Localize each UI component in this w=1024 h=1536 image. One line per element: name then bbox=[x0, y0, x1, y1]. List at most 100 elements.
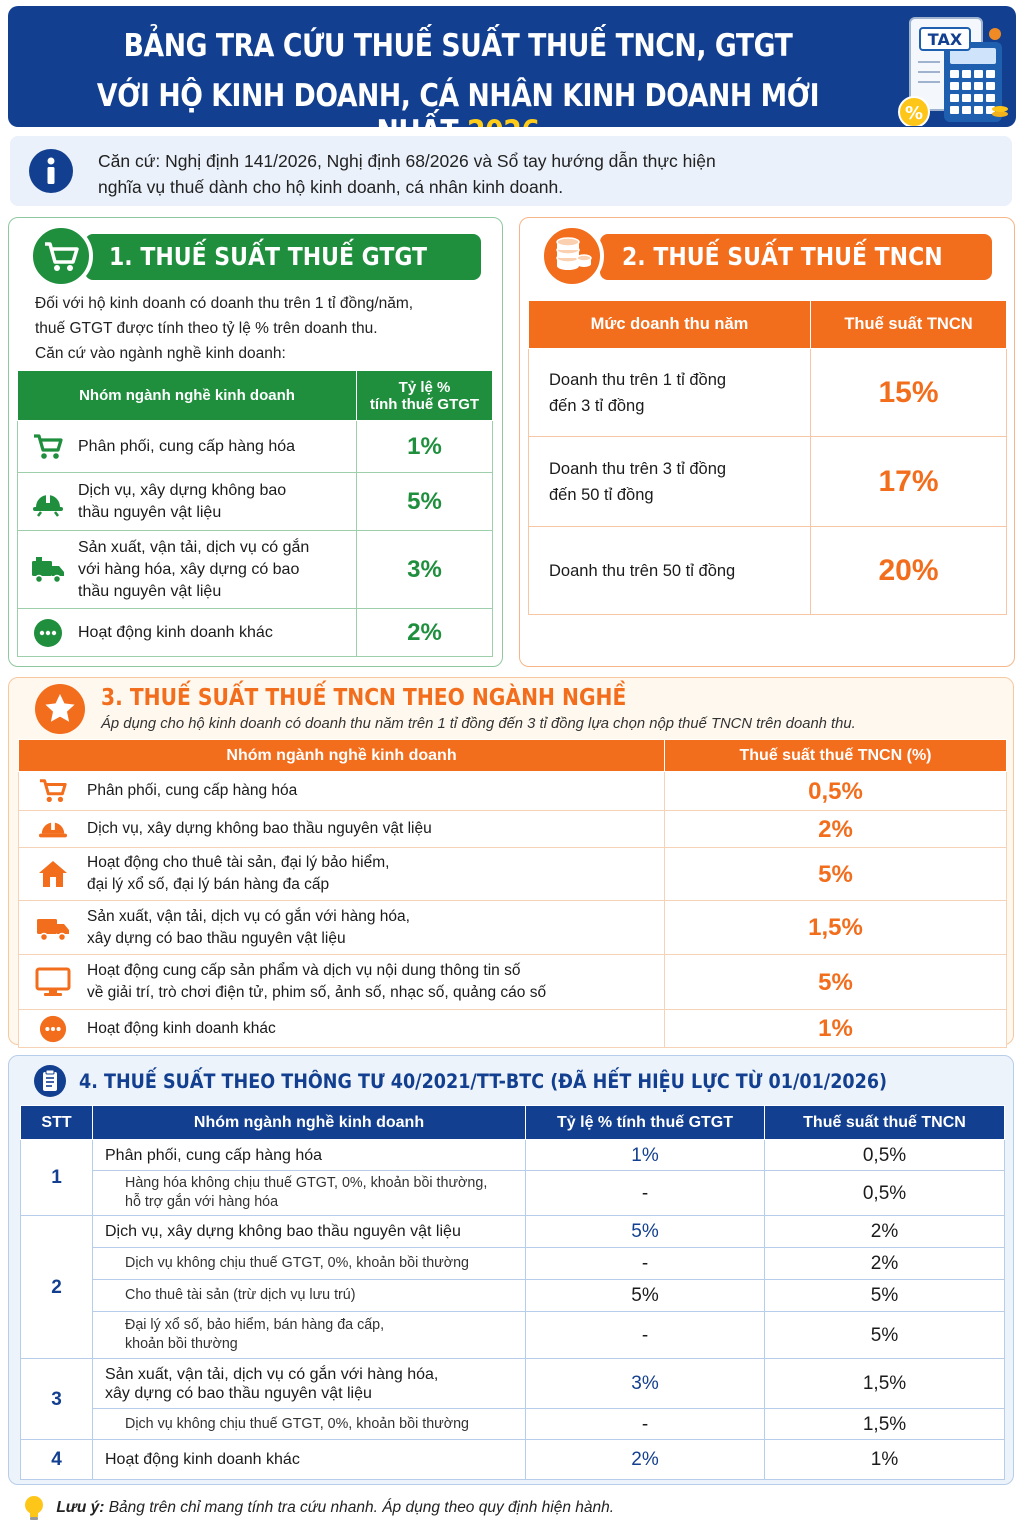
table-row: Hàng hóa không chịu thuế GTGT, 0%, khoản… bbox=[21, 1170, 1005, 1216]
table-row: Sản xuất, vận tải, dịch vụ có gắn với hàn… bbox=[17, 530, 493, 609]
row-group-main: Hoạt động kinh doanh khác bbox=[92, 1439, 526, 1480]
vat-intro-line3: Căn cứ vào ngành nghề kinh doanh: bbox=[35, 345, 286, 362]
section-pit-card: 2. THUẾ SUẤT THUẾ TNCN Mức doanh thu năm… bbox=[519, 217, 1015, 667]
helmet-icon bbox=[39, 820, 67, 838]
pit-col-revenue: Mức doanh thu năm bbox=[528, 300, 811, 349]
row-pit: 5% bbox=[764, 1279, 1005, 1312]
pit-row-label: Doanh thu trên 50 tỉ đồng bbox=[528, 526, 811, 615]
cart-icon bbox=[34, 433, 63, 459]
row-vat: 3% bbox=[525, 1358, 765, 1409]
row-group-sub: Hàng hóa không chịu thuế GTGT, 0%, khoản… bbox=[125, 1175, 488, 1191]
pit-industry-col-rate: Thuế suất thuế TNCN (%) bbox=[664, 739, 1007, 772]
page-header: BẢNG TRA CỨU THUẾ SUẤT THUẾ TNCN, GTGT V… bbox=[8, 6, 1016, 127]
vat-rate-value: 2% bbox=[356, 608, 493, 657]
row-stt: 1 bbox=[20, 1139, 93, 1216]
row-vat: 5% bbox=[525, 1215, 765, 1248]
row-vat: - bbox=[525, 1408, 765, 1440]
pit-industry-rate: 1% bbox=[664, 1009, 1007, 1048]
row-group-main: Phân phối, cung cấp hàng hóa bbox=[92, 1139, 526, 1171]
truck-icon bbox=[37, 918, 69, 941]
pit-rate-value: 20% bbox=[810, 526, 1007, 615]
section-circular-40-card: 4. THUẾ SUẤT THEO THÔNG TƯ 40/2021/TT-BT… bbox=[8, 1055, 1014, 1485]
row-stt: 3 bbox=[20, 1358, 93, 1440]
vat-intro-line1: Đối với hộ kinh doanh có doanh thu trên … bbox=[35, 295, 414, 312]
pit-industry-label: Hoạt động cung cấp sản phẩm và dịch vụ n… bbox=[87, 962, 521, 979]
circular-40-table: STT Nhóm ngành nghề kinh doanh Tỷ lệ % t… bbox=[20, 1105, 1005, 1480]
footnote-text: Bảng trên chỉ mang tính tra cứu nhanh. Á… bbox=[108, 1499, 615, 1517]
vat-rate-value: 5% bbox=[356, 472, 493, 531]
table-row: Hoạt động kinh doanh khác 1% bbox=[18, 1009, 1007, 1048]
pit-industry-label: Hoạt động kinh doanh khác bbox=[87, 1019, 276, 1037]
row-vat: - bbox=[525, 1170, 765, 1216]
col-pit: Thuế suất thuế TNCN bbox=[764, 1105, 1005, 1140]
svg-text:%: % bbox=[905, 103, 923, 124]
table-row: Cho thuê tài sản (trừ dịch vụ lưu trú) 5… bbox=[21, 1279, 1005, 1312]
pit-row-label: Doanh thu trên 1 tỉ đồng bbox=[549, 370, 727, 389]
tax-calculator-icon: TAX % bbox=[898, 17, 1008, 126]
pit-row-label: Doanh thu trên 3 tỉ đồng bbox=[549, 459, 727, 478]
row-vat: 5% bbox=[525, 1279, 765, 1312]
vat-row-label: Hoạt động kinh doanh khác bbox=[78, 623, 273, 641]
table-row: 1 Phân phối, cung cấp hàng hóa 1% 0,5% bbox=[20, 1139, 1005, 1216]
table-row: Doanh thu trên 1 tỉ đồng đến 3 tỉ đồng 15… bbox=[528, 348, 1007, 437]
legal-basis-box: Căn cứ: Nghị định 141/2026, Nghị định 68… bbox=[10, 136, 1012, 206]
pit-industry-rate: 1,5% bbox=[664, 900, 1007, 955]
pit-industry-rate: 2% bbox=[664, 810, 1007, 848]
vat-rate-value: 3% bbox=[356, 530, 493, 609]
row-group-main: Sản xuất, vận tải, dịch vụ có gắn với hà… bbox=[105, 1365, 439, 1383]
footnote: Lưu ý: Bảng trên chỉ mang tính tra cứu n… bbox=[22, 1494, 614, 1522]
vat-row-label: Phân phối, cung cấp hàng hóa bbox=[78, 437, 296, 455]
table-row: Đại lý xổ số, bảo hiểm, bán hàng đa cấp,… bbox=[21, 1311, 1005, 1359]
pit-col-rate: Thuế suất TNCN bbox=[810, 300, 1007, 349]
table-row: 2 Dịch vụ, xây dựng không bao thầu nguyê… bbox=[20, 1215, 1005, 1359]
coins-icon bbox=[540, 224, 604, 288]
vat-rate-table: Nhóm ngành nghề kinh doanh Tỷ lệ % tính t… bbox=[17, 370, 493, 657]
pit-industry-rate: 5% bbox=[664, 954, 1007, 1010]
table-row: Dịch vụ không chịu thuế GTGT, 0%, khoản … bbox=[21, 1408, 1005, 1440]
truck-icon bbox=[32, 556, 64, 583]
row-stt: 4 bbox=[20, 1439, 93, 1480]
row-pit: 0,5% bbox=[764, 1139, 1005, 1171]
helmet-icon bbox=[33, 492, 63, 517]
legal-basis-line2: nghĩa vụ thuế dành cho hộ kinh doanh, cá… bbox=[98, 177, 564, 197]
row-group-sub: Đại lý xổ số, bảo hiểm, bán hàng đa cấp, bbox=[125, 1317, 385, 1333]
title-year: 2026 bbox=[467, 114, 540, 127]
row-pit: 1,5% bbox=[764, 1358, 1005, 1409]
table-row: Dịch vụ, xây dựng không bao thầu nguyên … bbox=[18, 810, 1007, 848]
table-row: Phân phối, cung cấp hàng hóa 1% bbox=[17, 420, 493, 473]
section-pit-by-industry-subtitle: Áp dụng cho hộ kinh doanh có doanh thu n… bbox=[101, 716, 856, 732]
row-vat: - bbox=[525, 1247, 765, 1280]
table-row: Hoạt động cho thuê tài sản, đại lý bảo h… bbox=[18, 847, 1007, 901]
table-row: Sản xuất, vận tải, dịch vụ có gắn với hà… bbox=[18, 900, 1007, 955]
section-circular-40-title: 4. THUẾ SUẤT THEO THÔNG TƯ 40/2021/TT-BT… bbox=[79, 1070, 888, 1093]
lightbulb-icon bbox=[25, 1496, 43, 1520]
row-vat: 2% bbox=[525, 1439, 765, 1480]
row-pit: 2% bbox=[764, 1247, 1005, 1280]
row-vat: 1% bbox=[525, 1139, 765, 1171]
table-row: Dịch vụ, xây dựng không bao thầu nguyên v… bbox=[17, 472, 493, 531]
star-icon bbox=[35, 684, 85, 734]
more-icon bbox=[34, 618, 62, 647]
row-group-sub: Dịch vụ không chịu thuế GTGT, 0%, khoản … bbox=[92, 1247, 526, 1280]
row-pit: 0,5% bbox=[764, 1170, 1005, 1216]
table-row: 4 Hoạt động kinh doanh khác 2% 1% bbox=[20, 1439, 1005, 1480]
table-row: 3 Sản xuất, vận tải, dịch vụ có gắn với … bbox=[20, 1358, 1005, 1440]
vat-rate-value: 1% bbox=[356, 420, 493, 473]
row-pit: 2% bbox=[764, 1215, 1005, 1248]
info-icon bbox=[29, 149, 73, 193]
pit-industry-label: Hoạt động cho thuê tài sản, đại lý bảo h… bbox=[87, 854, 390, 871]
pit-industry-col-group: Nhóm ngành nghề kinh doanh bbox=[18, 739, 665, 772]
section-pit-by-industry-card: 3. THUẾ SUẤT THUẾ TNCN THEO NGÀNH NGHỀ Á… bbox=[8, 677, 1014, 1048]
section-vat-card: 1. THUẾ SUẤT THUẾ GTGT Đối với hộ kinh d… bbox=[8, 217, 503, 667]
row-vat: - bbox=[525, 1311, 765, 1359]
row-stt: 2 bbox=[20, 1215, 93, 1359]
vat-col-group: Nhóm ngành nghề kinh doanh bbox=[17, 370, 357, 421]
col-group: Nhóm ngành nghề kinh doanh bbox=[92, 1105, 526, 1140]
section-vat-title: 1. THUẾ SUẤT THUẾ GTGT bbox=[85, 234, 481, 280]
table-row: Hoạt động kinh doanh khác 2% bbox=[17, 608, 493, 657]
col-stt: STT bbox=[20, 1105, 93, 1140]
row-group-main: Dịch vụ, xây dựng không bao thầu nguyên … bbox=[92, 1215, 526, 1248]
row-group-sub: Dịch vụ không chịu thuế GTGT, 0%, khoản … bbox=[92, 1408, 526, 1440]
page-title-line2: VỚI HỘ KINH DOANH, CÁ NHÂN KINH DOANH MỚ… bbox=[71, 78, 845, 127]
house-icon bbox=[39, 861, 67, 887]
